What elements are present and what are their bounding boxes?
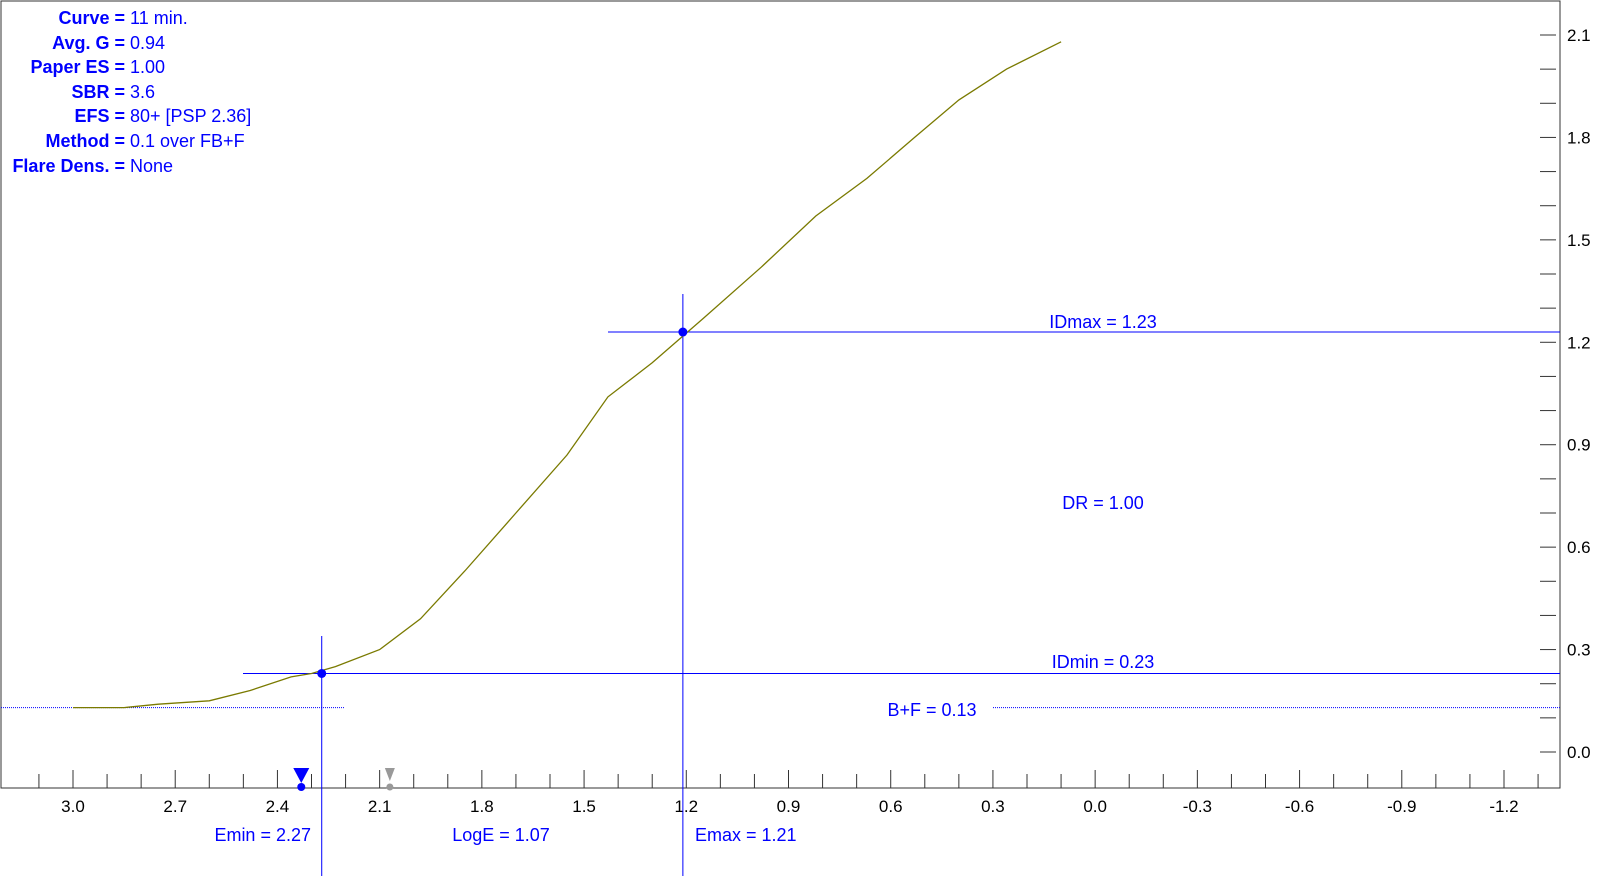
key-point <box>317 668 327 678</box>
x-tick-label: 3.0 <box>61 797 85 816</box>
y-tick-label: 0.3 <box>1567 641 1591 660</box>
x-tick-label: 0.9 <box>777 797 801 816</box>
x-tick-label: -0.3 <box>1183 797 1212 816</box>
info-panel: Curve = 11 min. Avg. G = 0.94 Paper ES =… <box>0 6 400 178</box>
info-key: Paper ES = <box>30 57 125 78</box>
info-value: None <box>130 155 174 176</box>
x-tick-label: 2.7 <box>163 797 187 816</box>
emax-label: Emax = 1.21 <box>695 825 797 845</box>
info-value: 11 min. <box>130 8 188 28</box>
info-key: Curve = <box>58 8 125 28</box>
key-point <box>678 327 688 337</box>
y-tick-label: 1.5 <box>1567 231 1591 250</box>
info-value: 80+ [PSP 2.36] <box>130 106 252 127</box>
info-row-paper-es: Paper ES = 1.00 <box>0 55 400 80</box>
y-tick-label: 2.1 <box>1567 26 1591 45</box>
x-tick-label: -0.9 <box>1387 797 1416 816</box>
x-tick-label: 2.1 <box>368 797 392 816</box>
info-value: 1.00 <box>130 57 166 78</box>
info-row-sbr: SBR = 3.6 <box>0 80 400 105</box>
y-tick-label: 0.9 <box>1567 436 1591 455</box>
info-row-flare-dens: Flare Dens. = None <box>0 154 400 179</box>
emin-marker-triangle <box>293 768 310 783</box>
info-key: Avg. G = <box>52 32 125 53</box>
plot-frame <box>0 0 1561 789</box>
x-tick-label: 1.5 <box>572 797 596 816</box>
info-key: Method = <box>45 130 126 151</box>
y-tick-label: 0.6 <box>1567 538 1591 557</box>
info-value: 0.1 over FB+F <box>130 130 245 151</box>
loge-label: LogE = 1.07 <box>452 825 550 845</box>
x-tick-label: -0.6 <box>1285 797 1314 816</box>
loge-marker-dot <box>386 783 394 791</box>
info-row-curve: Curve = 11 min. <box>0 6 400 31</box>
bf-label: B+F = 0.13 <box>887 700 976 720</box>
y-tick-label: 1.8 <box>1567 128 1591 147</box>
info-value: 0.94 <box>130 32 166 53</box>
x-tick-label: 0.0 <box>1083 797 1107 816</box>
y-tick-label: 1.2 <box>1567 333 1591 352</box>
dr-label: DR = 1.00 <box>1062 493 1144 513</box>
x-tick-label: 1.8 <box>470 797 494 816</box>
info-key: EFS = <box>74 106 125 127</box>
x-tick-label: 2.4 <box>266 797 290 816</box>
y-tick-label: 0.0 <box>1567 743 1591 762</box>
x-tick-label: 1.2 <box>674 797 698 816</box>
emin-marker-dot <box>297 783 306 791</box>
loge-marker-triangle <box>384 768 395 781</box>
info-value: 3.6 <box>130 81 156 102</box>
x-tick-label: -1.2 <box>1489 797 1518 816</box>
idmin-label: IDmin = 0.23 <box>1052 652 1155 672</box>
info-key: Flare Dens. = <box>12 155 125 176</box>
info-row-efs: EFS = 80+ [PSP 2.36] <box>0 104 400 129</box>
curve-series-line <box>73 41 1062 709</box>
emin-label: Emin = 2.27 <box>214 825 311 845</box>
info-row-method: Method = 0.1 over FB+F <box>0 129 400 154</box>
info-row-avg-g: Avg. G = 0.94 <box>0 31 400 56</box>
x-tick-label: 0.6 <box>879 797 903 816</box>
x-tick-label: 0.3 <box>981 797 1005 816</box>
info-key: SBR = <box>71 81 125 102</box>
idmax-label: IDmax = 1.23 <box>1049 312 1157 332</box>
